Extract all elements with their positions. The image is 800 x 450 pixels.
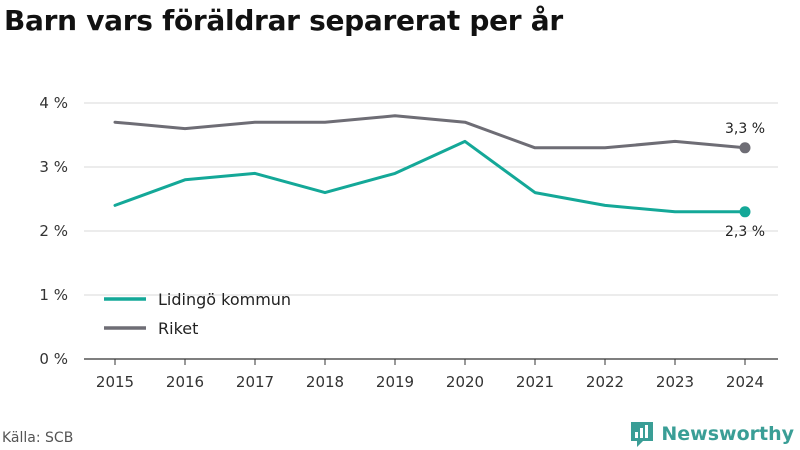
x-tick-label: 2024: [726, 373, 764, 391]
legend-label: Lidingö kommun: [158, 290, 291, 309]
x-tick-label: 2016: [166, 373, 204, 391]
end-label-riket: 3,3 %: [725, 121, 765, 137]
x-tick-label: 2017: [236, 373, 274, 391]
end-point-riket: [739, 142, 751, 154]
y-tick-label: 2 %: [39, 222, 68, 240]
legend-label: Riket: [158, 319, 198, 338]
x-tick-label: 2018: [306, 373, 344, 391]
newsworthy-logo: Newsworthy: [629, 420, 794, 448]
x-tick-label: 2022: [586, 373, 624, 391]
x-tick-label: 2019: [376, 373, 414, 391]
end-point-lidingo: [739, 206, 751, 218]
series-line-lidingo: [113, 139, 747, 214]
source-note: Källa: SCB: [2, 430, 74, 446]
y-tick-label: 3 %: [39, 158, 68, 176]
y-tick-label: 0 %: [39, 350, 68, 368]
x-tick-label: 2021: [516, 373, 554, 391]
brand-name: Newsworthy: [661, 423, 794, 445]
x-tick-label: 2015: [96, 373, 134, 391]
chart-title: Barn vars föräldrar separerat per år: [4, 4, 563, 37]
y-tick-label: 1 %: [39, 286, 68, 304]
series-line-riket: [113, 114, 747, 150]
newsworthy-logo-icon: [631, 422, 654, 447]
x-tick-label: 2020: [446, 373, 484, 391]
y-tick-label: 4 %: [39, 94, 68, 112]
x-tick-label: 2023: [656, 373, 694, 391]
end-label-lidingo: 2,3 %: [725, 224, 765, 240]
